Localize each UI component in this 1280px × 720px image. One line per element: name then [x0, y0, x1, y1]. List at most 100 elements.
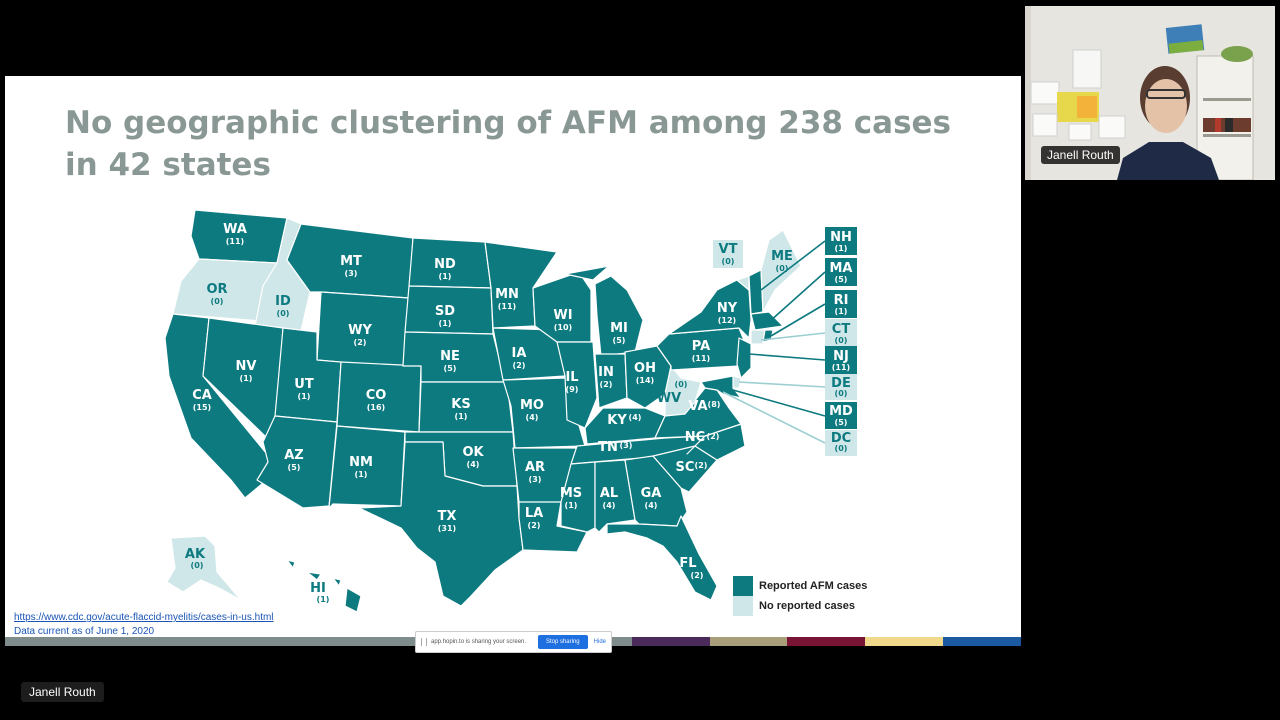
- value-ri: (1): [835, 307, 848, 316]
- label-tx: TX: [438, 509, 457, 524]
- label-ks: KS: [451, 397, 470, 412]
- value-ms: (1): [565, 501, 578, 510]
- state-mo: [502, 377, 586, 449]
- label-mn: MN: [495, 287, 519, 302]
- label-ms: MS: [560, 486, 582, 501]
- state-ma: [750, 311, 784, 331]
- participant-video-tile[interactable]: Janell Routh: [1025, 6, 1275, 180]
- label-ri: RI: [834, 293, 849, 308]
- value-la: (2): [528, 521, 541, 530]
- legend-item-reported: Reported AFM cases: [733, 576, 867, 596]
- color-strip-segment: [710, 637, 787, 646]
- value-tx: (31): [438, 524, 456, 533]
- label-pa: PA: [692, 339, 710, 354]
- value-mn: (11): [498, 302, 516, 311]
- value-hi: (1): [317, 595, 330, 604]
- value-ky: (4): [629, 413, 642, 422]
- label-ma: MA: [830, 261, 853, 276]
- legend-label-not-reported: No reported cases: [759, 600, 855, 612]
- label-ct: CT: [832, 322, 851, 337]
- label-ga: GA: [641, 486, 662, 501]
- label-ny: NY: [717, 301, 738, 316]
- label-ia: IA: [512, 346, 527, 361]
- value-dc: (0): [835, 444, 848, 453]
- value-va: (8): [708, 400, 721, 409]
- label-wv: WV: [657, 391, 681, 406]
- label-nv: NV: [236, 359, 257, 374]
- label-nj: NJ: [833, 349, 849, 364]
- legend-swatch-reported: [733, 576, 753, 596]
- value-ny: (12): [718, 316, 736, 325]
- label-fl: FL: [679, 556, 696, 571]
- state-nj: [736, 337, 752, 379]
- legend-item-not-reported: No reported cases: [733, 596, 867, 616]
- label-ar: AR: [525, 460, 545, 475]
- value-il: (9): [566, 385, 579, 394]
- state-hi: [286, 559, 362, 613]
- color-strip-segment: [943, 637, 1021, 646]
- label-hi: HI: [310, 581, 326, 596]
- value-ut: (1): [298, 392, 311, 401]
- label-ky: KY: [607, 413, 627, 428]
- state-la: [518, 501, 588, 553]
- label-co: CO: [366, 388, 387, 403]
- source-link[interactable]: https://www.cdc.gov/acute-flaccid-myelit…: [14, 612, 274, 623]
- label-ut: UT: [294, 377, 314, 392]
- state-mi: [564, 265, 644, 357]
- state-or: [172, 258, 278, 322]
- value-ct: (0): [835, 336, 848, 345]
- value-nd: (1): [439, 272, 452, 281]
- value-ok: (4): [467, 460, 480, 469]
- callout-box-vt: [713, 240, 743, 268]
- label-me: ME: [771, 249, 793, 264]
- drag-handle-icon[interactable]: [421, 638, 427, 646]
- label-ca: CA: [192, 388, 212, 403]
- presentation-slide: No geographic clustering of AFM among 23…: [5, 76, 1021, 646]
- label-id: ID: [275, 294, 291, 309]
- callout-leader-lines: [722, 240, 826, 444]
- value-mo: (4): [526, 413, 539, 422]
- value-ne: (5): [444, 364, 457, 373]
- label-al: AL: [600, 486, 618, 501]
- participant-name-label: Janell Routh: [1041, 146, 1120, 164]
- value-nv: (1): [240, 374, 253, 383]
- color-strip-segment: [865, 637, 943, 646]
- label-wy: WY: [348, 323, 372, 338]
- callout-box-md: [825, 402, 857, 429]
- value-mi: (5): [613, 336, 626, 345]
- value-nm: (1): [355, 470, 368, 479]
- stop-sharing-button[interactable]: Stop sharing: [537, 635, 588, 649]
- label-nd: ND: [434, 257, 456, 272]
- callout-box-nj: [825, 346, 857, 374]
- map-legend: Reported AFM cases No reported cases: [733, 576, 867, 616]
- value-wa: (11): [226, 237, 244, 246]
- value-in: (2): [600, 380, 613, 389]
- callout-box-nh: [825, 227, 857, 255]
- state-me: [760, 229, 802, 313]
- label-mt: MT: [340, 254, 362, 269]
- color-strip-segment: [5, 637, 632, 646]
- value-nc: (2): [707, 432, 720, 441]
- label-mi: MI: [610, 321, 628, 336]
- callout-box-ct: [825, 319, 857, 347]
- value-nj: (11): [832, 363, 850, 372]
- us-map: WA (11) OR (0) CA (15) ID (0) NV (1) MT …: [164, 209, 857, 613]
- self-name-label: Janell Routh: [21, 682, 104, 702]
- hide-button[interactable]: Hide: [593, 639, 606, 645]
- color-strip-segment: [632, 637, 710, 646]
- value-co: (16): [367, 403, 385, 412]
- screen-share-notification: app.hopin.to is sharing your screen. Sto…: [415, 631, 612, 653]
- slide-footer-color-strip: [5, 637, 1021, 646]
- value-sc: (2): [695, 461, 708, 470]
- value-ca: (15): [193, 403, 211, 412]
- value-wy: (2): [354, 338, 367, 347]
- screen-share-text: app.hopin.to is sharing your screen.: [431, 639, 527, 645]
- value-mt: (3): [345, 269, 358, 278]
- label-de: DE: [831, 376, 851, 391]
- value-ks: (1): [455, 412, 468, 421]
- legend-swatch-not-reported: [733, 596, 753, 616]
- value-oh: (14): [636, 376, 654, 385]
- value-tn: (3): [620, 441, 633, 450]
- state-tx: [358, 441, 524, 607]
- value-ga: (4): [645, 501, 658, 510]
